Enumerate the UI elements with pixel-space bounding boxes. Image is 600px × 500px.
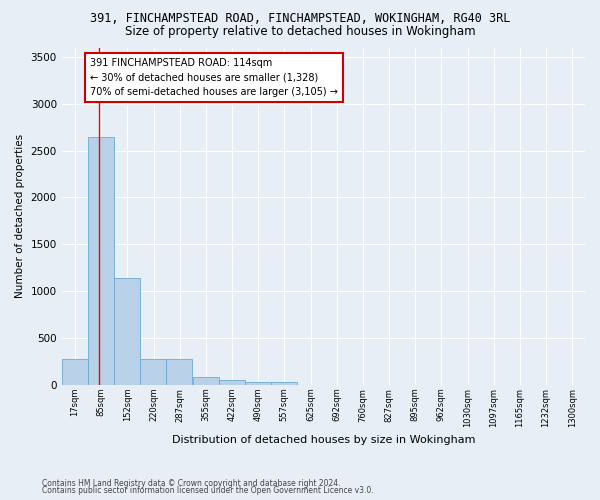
Bar	[114, 278, 140, 385]
Y-axis label: Number of detached properties: Number of detached properties	[15, 134, 25, 298]
Bar	[62, 359, 88, 385]
Text: Contains HM Land Registry data © Crown copyright and database right 2024.: Contains HM Land Registry data © Crown c…	[42, 478, 341, 488]
X-axis label: Distribution of detached houses by size in Wokingham: Distribution of detached houses by size …	[172, 435, 475, 445]
Text: 391 FINCHAMPSTEAD ROAD: 114sqm
← 30% of detached houses are smaller (1,328)
70% : 391 FINCHAMPSTEAD ROAD: 114sqm ← 30% of …	[90, 58, 338, 98]
Bar	[166, 358, 193, 385]
Bar	[218, 380, 245, 385]
Bar	[245, 382, 271, 385]
Bar	[193, 377, 218, 385]
Text: Contains public sector information licensed under the Open Government Licence v3: Contains public sector information licen…	[42, 486, 374, 495]
Bar	[88, 136, 114, 385]
Text: Size of property relative to detached houses in Wokingham: Size of property relative to detached ho…	[125, 25, 475, 38]
Text: 391, FINCHAMPSTEAD ROAD, FINCHAMPSTEAD, WOKINGHAM, RG40 3RL: 391, FINCHAMPSTEAD ROAD, FINCHAMPSTEAD, …	[90, 12, 510, 26]
Bar	[271, 382, 297, 385]
Bar	[140, 358, 166, 385]
